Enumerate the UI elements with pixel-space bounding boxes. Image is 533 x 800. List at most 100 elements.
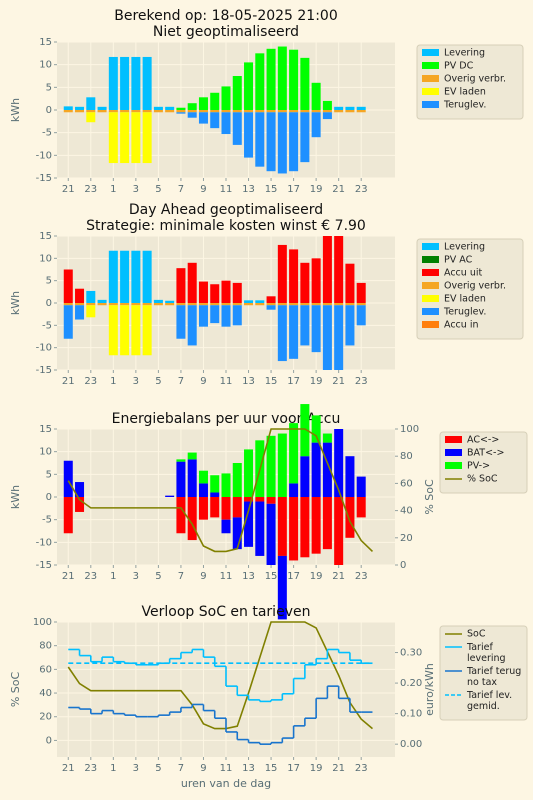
y-tick-label: -5 [42,320,52,331]
legend-label: Overig verbr. [444,281,506,292]
bar [244,501,254,547]
chart-title: Energiebalans per uur voor Accu [112,411,341,427]
bar [322,303,332,306]
bar [120,56,130,110]
bar [232,112,242,145]
y-axis-label: kWh [9,98,22,122]
bar [334,303,344,306]
y-tick-label: -5 [42,515,52,526]
y-tick-label: 60 [39,664,52,675]
legend-swatch [445,449,462,456]
bar [165,106,175,110]
bar [255,110,265,113]
x-tick-label: 5 [155,184,161,195]
legend: Levering PV AC Accu uit Overig verbr. EV lad… [416,238,524,340]
bar [232,517,242,550]
bar [165,303,175,306]
bar [356,497,366,518]
y-tick-label: 5 [46,469,52,480]
chart-title: Day Ahead geoptimaliseerd [129,202,323,218]
bar [153,299,163,303]
bar [176,305,186,339]
x-tick-label: 15 [265,376,278,387]
bar [63,106,73,110]
bar [221,497,231,520]
bar [187,497,197,541]
bar [142,110,152,113]
x-tick-label: 13 [242,184,255,195]
bar [131,110,141,113]
y-tick-label: 5 [46,82,52,93]
y2-tick-label: 0.00 [400,739,422,750]
line [67,621,373,730]
x-tick-label: 7 [178,184,184,195]
bar [108,56,118,110]
bar [356,303,366,306]
bar [75,482,85,497]
legend-swatch [422,62,439,69]
bar [75,497,85,512]
x-tick-label: 15 [265,184,278,195]
bar [345,263,355,303]
bar [277,555,287,620]
bar [289,303,299,306]
y-tick-label: 80 [39,641,52,652]
bar [165,110,175,113]
y-axis-label: kWh [9,485,22,509]
x-tick-label: 3 [133,571,139,582]
x-tick-label: 13 [242,571,255,582]
legend-label: Teruglev. [443,100,486,111]
legend-label: Tarief terug no tax [466,666,521,688]
bar [232,497,242,518]
bar [75,288,85,303]
bar [232,463,242,497]
bar [165,495,175,497]
bar [75,303,85,306]
bar [86,305,96,318]
bar [311,258,321,303]
chart-title: Verloop SoC en tarieven [142,604,311,620]
bar [142,303,152,306]
bar [187,112,197,118]
legend-box [439,625,528,721]
x-tick-label: 21 [332,571,345,582]
y-tick-label: 15 [39,424,52,435]
bar [131,303,141,306]
bar [289,110,299,113]
bar [97,110,107,113]
x-tick-label: 15 [265,571,278,582]
bar [176,112,186,114]
x-tick-label: 21 [62,763,75,774]
bar [131,112,141,164]
legend-swatch [422,269,439,276]
bar [232,305,242,326]
bar [334,429,344,497]
legend-box [416,44,524,120]
bar [244,110,254,113]
x-tick-label: 1 [110,571,116,582]
x-tick-label: 23 [84,763,97,774]
bar [255,497,265,502]
x-tick-label: 7 [178,571,184,582]
bar [300,110,310,113]
x-tick-label: 17 [287,571,300,582]
bar [97,299,107,303]
y-tick-label: 40 [39,688,52,699]
legend-label: % SoC [467,474,498,485]
bar [120,250,130,303]
bar [221,303,231,306]
legend-label: AC<-> [467,435,499,446]
bar [356,106,366,110]
bar [75,106,85,110]
x-tick-label: 21 [332,184,345,195]
x-tick-label: 23 [355,763,368,774]
bar [277,497,287,556]
bar [277,303,287,306]
x-tick-label: 11 [220,376,233,387]
legend-label: EV laden [444,87,486,98]
bar [120,305,130,356]
bar [232,76,242,110]
bar [311,415,321,443]
bar [187,103,197,110]
